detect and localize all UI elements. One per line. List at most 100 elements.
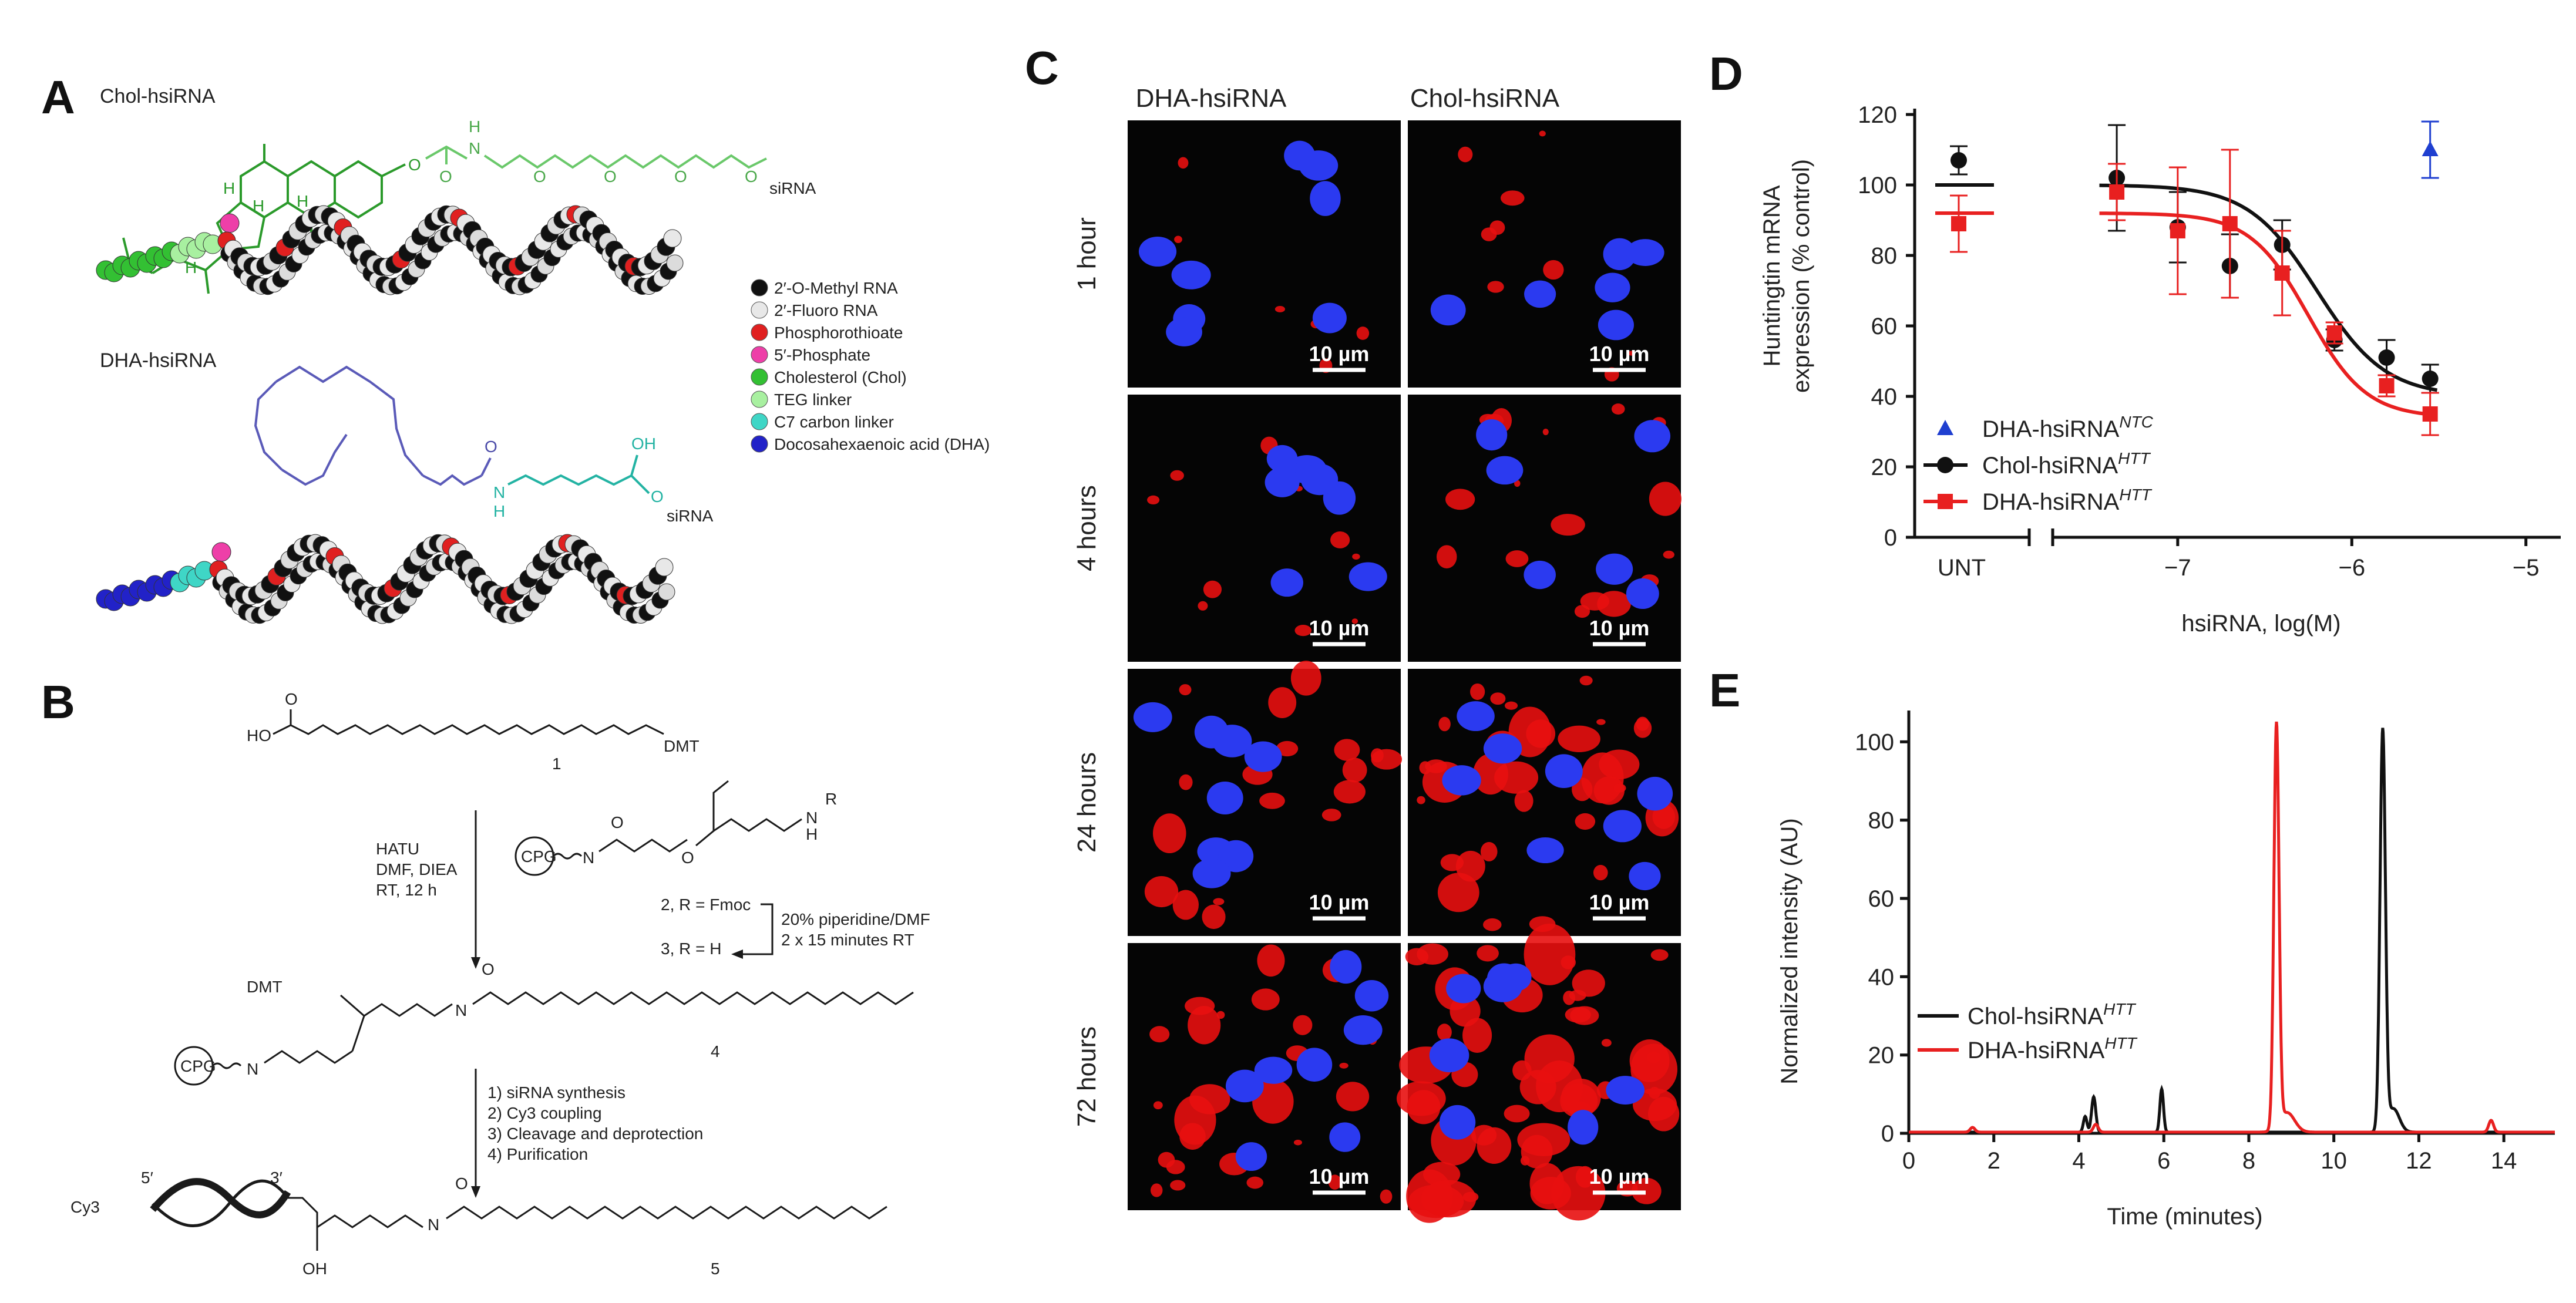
e-y-tick-label: 80 xyxy=(1868,808,1895,834)
d-unt-point xyxy=(1951,216,1966,231)
legend-swatch xyxy=(751,413,768,430)
legend-label: 2′-O-Methyl RNA xyxy=(774,279,898,297)
d-legend-label: DHA-hsiRNANTC xyxy=(1982,413,2154,442)
scale-bar-label: 10 µm xyxy=(1589,342,1650,366)
cond-rt: RT, 12 h xyxy=(376,881,437,899)
d-data-point xyxy=(2422,141,2439,156)
micrograph-tile: 10 µm xyxy=(1128,661,1403,936)
e-xlabel: Time (minutes) xyxy=(2107,1204,2262,1230)
micrograph-tile: 10 µm xyxy=(1408,669,1681,936)
teg-linker-structure: O N H O O O O siRNA xyxy=(425,117,816,197)
atom-h-3: H xyxy=(223,179,235,197)
legend-label: Phosphorothioate xyxy=(774,324,903,342)
atom-o-teg-2: O xyxy=(604,167,617,186)
deprot-cond-1: 20% piperidine/DMF xyxy=(781,910,930,928)
e-y-tick-label: 40 xyxy=(1868,964,1895,990)
micrograph-tile: 10 µm xyxy=(1408,395,1682,662)
step-3: 3) Cleavage and deprotection xyxy=(487,1124,703,1143)
cmpd5-n: N xyxy=(428,1216,439,1234)
atom-o-amide: O xyxy=(485,437,497,456)
d-data-point xyxy=(2170,223,2185,238)
e-y-tick-label: 100 xyxy=(1855,729,1894,755)
panel-label-c: C xyxy=(1025,42,1059,94)
cmpd1-o: O xyxy=(285,690,298,708)
d-ylabel-line1: Huntingtin mRNA xyxy=(1759,185,1785,366)
d-plot: 0 20 40 60 80 100 120 −7 −6 −5 DHA-hsiRNANTC Chol-h… xyxy=(1858,102,2561,581)
d-data-point xyxy=(2109,184,2125,200)
cmpd5-oh: OH xyxy=(302,1260,327,1278)
e-trace xyxy=(1909,721,2555,1134)
scale-bar-label: 10 µm xyxy=(1309,890,1370,914)
reagent-h: H xyxy=(806,825,818,843)
molecule-legend: 2′-O-Methyl RNA 2′-Fluoro RNA Phosphorothi… xyxy=(751,279,990,453)
scale-bar-label: 10 µm xyxy=(1309,616,1370,640)
e-legend-label: Chol-hsiRNAHTT xyxy=(1968,1000,2136,1029)
dha-sirna-label: siRNA xyxy=(667,507,714,525)
compound-5: Cy3 5′ 3′ OH N O 5 xyxy=(70,1169,887,1278)
legend-label: C7 carbon linker xyxy=(774,413,894,431)
d-y-tick-label: 80 xyxy=(1871,243,1898,269)
d-y-tick-label: 60 xyxy=(1871,314,1898,339)
cpg-reagent: CPG N O O DMT N R H xyxy=(514,737,837,876)
reagent-o-2: O xyxy=(681,849,694,867)
cmpd5-5prime: 5′ xyxy=(141,1169,153,1187)
e-plot: 0 20 40 60 80 100 0 2 4 6 8 10 12 14 Chol-hsiRNAHTT DHA… xyxy=(1855,711,2555,1174)
reagent-dmt: DMT xyxy=(664,737,700,755)
d-data-point xyxy=(2274,265,2290,281)
legend-label: Cholesterol (Chol) xyxy=(774,368,907,386)
dha-structure: O N H OH O siRNA xyxy=(254,365,714,525)
legend-label: Docosahexaenoic acid (DHA) xyxy=(774,435,990,453)
panel-label-a: A xyxy=(41,71,75,123)
cmpd1-number: 1 xyxy=(552,755,561,773)
legend-label: TEG linker xyxy=(774,390,852,409)
sirna-duplex xyxy=(150,1178,291,1218)
panel-e-chromatogram: Normalized intensity (AU) Time (minutes)… xyxy=(1777,711,2555,1230)
dha-hsirna-title: DHA-hsiRNA xyxy=(100,349,217,372)
dha-hsirna-model xyxy=(96,534,675,624)
deprot-cond-2: 2 x 15 minutes RT xyxy=(781,931,914,949)
d-ylabel-line2: expression (% control) xyxy=(1788,159,1814,393)
e-x-tick-label: 8 xyxy=(2242,1148,2255,1174)
d-x-tick-label: −6 xyxy=(2338,555,2365,581)
e-y-tick-label: 20 xyxy=(1868,1043,1895,1069)
e-x-tick-label: 4 xyxy=(2072,1148,2085,1174)
e-y-tick-label: 0 xyxy=(1881,1121,1894,1147)
cmpd5-cy3: Cy3 xyxy=(70,1198,100,1216)
panel-d-dose-response: Huntingtin mRNA expression (% control) h… xyxy=(1759,102,2561,637)
atom-n-amide: N xyxy=(493,483,505,501)
deprotection-arrow xyxy=(740,903,774,955)
row-label: 24 hours xyxy=(1072,752,1101,853)
row-label: 72 hours xyxy=(1072,1026,1101,1127)
atom-h-amide: H xyxy=(493,502,505,520)
cmpd5-3prime: 3′ xyxy=(270,1169,283,1187)
micrograph-tile: 10 µm xyxy=(1128,943,1401,1210)
atom-o-teg-3: O xyxy=(674,167,687,186)
e-legend-label: DHA-hsiRNAHTT xyxy=(1968,1034,2138,1063)
d-x-tick-label: −7 xyxy=(2164,555,2191,581)
e-x-tick-label: 0 xyxy=(1902,1148,1915,1174)
d-legend-marker xyxy=(1937,457,1953,473)
cmpd4-dmt: DMT xyxy=(247,978,283,996)
legend-swatch xyxy=(751,435,768,453)
scale-bar-label: 10 µm xyxy=(1589,890,1650,914)
legend-label: 2′-Fluoro RNA xyxy=(774,301,878,319)
atom-h-4: H xyxy=(185,258,197,277)
d-fit-curve xyxy=(2099,211,2437,417)
reagent-n: N xyxy=(806,809,818,827)
e-x-tick-label: 14 xyxy=(2491,1148,2517,1174)
d-data-point xyxy=(2326,325,2342,341)
d-data-point xyxy=(2378,349,2395,366)
panel-b-scheme: HO O 1 HATU DMF, DIEA RT, 12 h CPG N O O… xyxy=(70,690,930,1278)
legend-swatch xyxy=(751,324,768,341)
e-y-tick-label: 60 xyxy=(1868,886,1895,912)
legend-swatch xyxy=(751,301,768,319)
cmpd3-label: 3, R = H xyxy=(661,940,721,958)
cmpd4-number: 4 xyxy=(711,1042,720,1060)
panel-label-d: D xyxy=(1709,48,1743,100)
step-2: 2) Cy3 coupling xyxy=(487,1104,602,1122)
cond-hatu: HATU xyxy=(376,840,419,858)
col-header-dha: DHA-hsiRNA xyxy=(1136,84,1287,113)
micrograph-tile: 10 µm xyxy=(1408,120,1681,388)
reagent-cpg-label: CPG xyxy=(521,847,557,866)
scale-bar-label: 10 µm xyxy=(1309,342,1370,366)
